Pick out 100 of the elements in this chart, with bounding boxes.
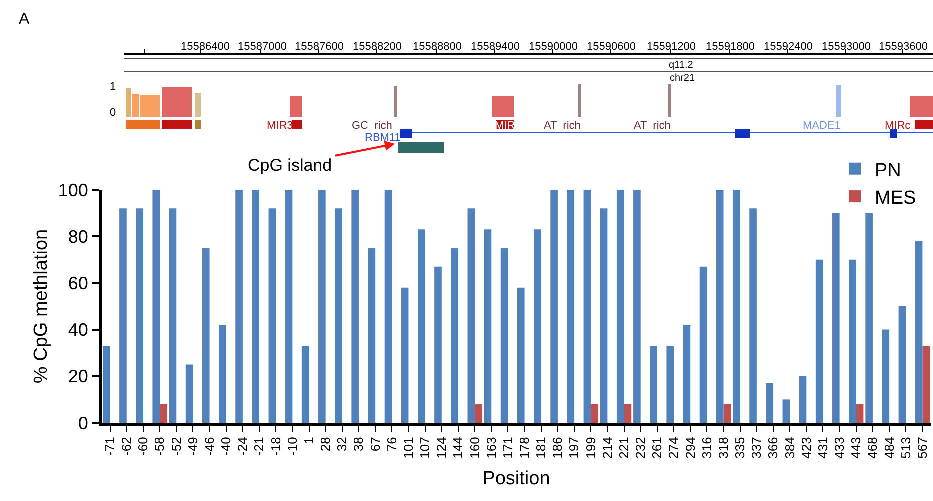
x-tick-label: 76: [384, 437, 400, 452]
bar: [335, 208, 342, 423]
x-tick-label: -58: [152, 437, 168, 456]
x-tick-label: -24: [235, 437, 250, 456]
x-axis-title: Position: [482, 468, 550, 490]
bar: [401, 288, 409, 423]
x-tick-label: 513: [898, 437, 914, 459]
bar: [616, 190, 624, 423]
x-tick-label: 261: [650, 437, 665, 459]
bar: [600, 208, 608, 423]
text: GC rich: [352, 120, 392, 132]
x-tick-label: 221: [616, 437, 632, 459]
x-tick-label: 32: [334, 437, 350, 452]
text: MADE1: [803, 120, 841, 132]
bar: [915, 241, 923, 423]
text: A: [19, 11, 30, 28]
bar: [534, 230, 542, 423]
bar: [666, 346, 674, 423]
bar: [268, 208, 276, 423]
bar: [700, 266, 708, 423]
x-tick-label: -62: [119, 437, 134, 456]
text: 15588800: [413, 41, 462, 53]
bar: [451, 248, 458, 423]
y-tick-label: 60: [68, 274, 88, 294]
x-tick-label: 294: [682, 437, 698, 459]
x-tick-label: -46: [202, 437, 217, 456]
bar: [152, 190, 160, 423]
x-tick-label: -21: [252, 437, 267, 456]
y-tick-label: 0: [78, 413, 88, 434]
text: q11.2: [669, 60, 694, 71]
y-tick-label: 20: [68, 366, 88, 387]
bar: [724, 404, 732, 423]
text: 15593000: [822, 41, 871, 53]
x-tick-label: 384: [782, 437, 798, 459]
bar: [733, 190, 740, 423]
x-tick-label: 181: [534, 437, 549, 459]
text: CpG island: [248, 156, 332, 175]
bar: [302, 346, 310, 423]
bar: [169, 208, 177, 423]
text: 15590000: [529, 41, 578, 53]
x-tick-label: 67: [368, 437, 383, 452]
x-tick-label: 335: [732, 437, 748, 459]
text: 15588200: [353, 41, 402, 53]
y-tick-label: 80: [68, 226, 88, 247]
x-tick-label: 468: [865, 437, 880, 459]
bar: [500, 248, 508, 423]
text: 15586400: [181, 41, 230, 53]
y-axis-title: % CpG methlation: [31, 229, 52, 384]
x-tick-label: 144: [450, 437, 466, 459]
x-tick-label: 107: [418, 437, 433, 459]
bar: [219, 325, 226, 423]
bar: [186, 364, 194, 423]
text: 15591800: [706, 41, 755, 53]
text: 15590600: [587, 41, 636, 53]
bar: [475, 404, 482, 423]
x-tick-label: 160: [467, 437, 482, 459]
x-tick-label: -49: [185, 437, 200, 456]
bar: [766, 383, 774, 423]
bar: [318, 190, 326, 423]
bar: [384, 190, 392, 423]
x-tick-label: 197: [566, 437, 582, 459]
x-tick-label: -71: [102, 437, 118, 456]
bar: [634, 190, 641, 423]
text: MIR: [495, 120, 516, 132]
text: 15587000: [238, 41, 287, 53]
bar: [832, 213, 840, 423]
bar: [484, 230, 492, 423]
bar: [550, 190, 558, 423]
bar: [882, 330, 890, 423]
x-tick-label: 316: [699, 437, 714, 459]
bar: [782, 400, 790, 423]
bar: [750, 208, 757, 423]
bar: [716, 190, 724, 423]
legend-label: MES: [875, 188, 916, 209]
bar: [591, 404, 598, 423]
x-tick-label: 567: [914, 437, 930, 459]
text: 1: [110, 81, 116, 93]
x-tick-label: 186: [550, 437, 566, 459]
text: 15593600: [879, 41, 928, 53]
x-tick-label: 178: [517, 437, 532, 459]
x-tick-label: 124: [434, 437, 450, 459]
bar: [120, 208, 127, 423]
text: MIR3: [267, 120, 294, 132]
bar: [136, 208, 144, 423]
bar: [352, 190, 359, 423]
x-tick-label: -40: [218, 437, 234, 456]
x-tick-label: 1: [301, 437, 316, 444]
x-tick-label: 199: [583, 437, 598, 459]
bar: [102, 346, 110, 423]
bar: [285, 190, 293, 423]
x-tick-label: 214: [600, 437, 615, 459]
x-tick-label: 28: [318, 437, 334, 452]
text: MIRc: [885, 120, 912, 132]
x-tick-label: 337: [749, 437, 764, 459]
text: AT rich: [544, 120, 581, 132]
bar: [624, 404, 632, 423]
text: chr21: [670, 73, 696, 84]
x-tick-label: 38: [351, 437, 366, 452]
text: 0: [110, 107, 116, 119]
x-tick-label: 423: [798, 437, 814, 459]
